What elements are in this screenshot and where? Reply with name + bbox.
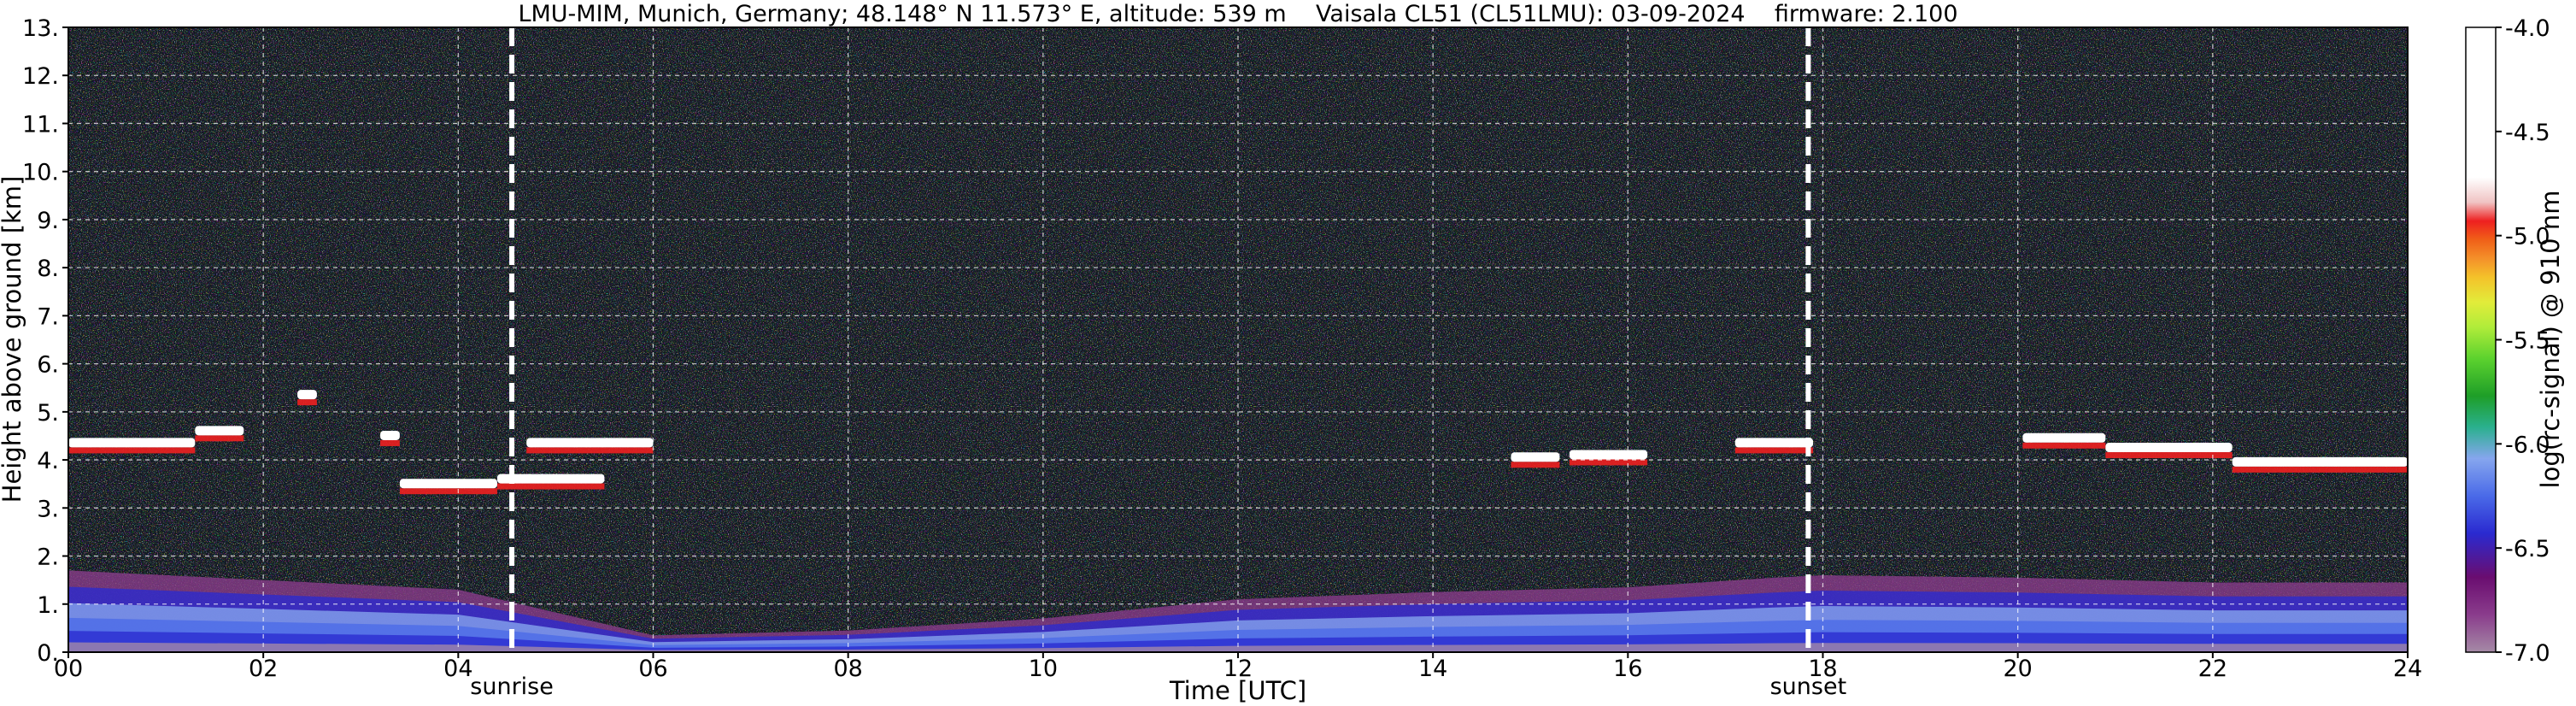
y-tick-label: 0. [37,640,59,667]
x-tick-label: 00 [54,656,83,682]
x-tick-label: 22 [2198,656,2227,682]
cloud-layer-edge [195,435,244,442]
cloud-layer [399,479,497,489]
colorbar-tick-label: -6.0 [2505,432,2550,458]
colorbar-scale [2465,26,2497,653]
cloud-layer-edge [297,399,317,406]
event-label-sunset: sunset [1770,674,1847,700]
cloud-layer-edge [2105,452,2233,459]
colorbar: -4.0 -4.5 -5.0 -5.5 -6.0 -6.5 -7.0 log(rc-sign… [2465,15,2565,667]
cloud-layer-edge [496,483,605,490]
cloud-layer [1511,452,1560,462]
colorbar-tick-label: -4.5 [2505,120,2550,146]
y-tick-label: 6. [37,352,59,379]
cloud-layers [68,390,2408,495]
y-tick-label: 9. [37,208,59,234]
cloud-layer-edge [1511,462,1560,468]
colorbar-label: log(rc-signal) @ 910 nm [2536,191,2565,489]
colorbar-tick-label: -4.0 [2505,15,2550,42]
colorbar-tick-label: -6.5 [2505,536,2550,562]
y-tick-label: 8. [37,256,59,282]
colorbar-tick-label: -5.5 [2505,328,2550,355]
y-tick-label: 1. [37,592,59,619]
cloud-layer [1569,450,1648,460]
y-axis-label: Height above ground [km] [0,176,26,503]
x-axis-label: Time [UTC] [1169,676,1306,705]
x-tick-label: 20 [2003,656,2032,682]
cloud-layer-edge [1734,447,1814,454]
y-axis-ticks: 0. 1. 2. 3. 4. 5. 6. 7. 8. 9. 10. 11. 12. 13. [22,15,68,667]
grid [68,27,2408,652]
colorbar-ticks: -4.0 -4.5 -5.0 -5.5 -6.0 -6.5 -7.0 [2496,15,2550,667]
cloud-layer-edge [68,447,196,454]
chart-title: LMU-MIM, Munich, Germany; 48.148° N 11.5… [518,1,1957,27]
cloud-layer-edge [526,447,654,454]
cloud-layer [297,390,317,400]
x-tick-label: 06 [638,656,667,682]
x-tick-label: 04 [443,656,472,682]
cloud-layer [2232,456,2408,467]
y-tick-label: 3. [37,496,59,522]
colorbar-tick-label: -5.0 [2505,224,2550,250]
x-tick-label: 10 [1029,656,1058,682]
y-tick-label: 11. [22,111,59,138]
cloud-layer [496,474,605,484]
cloud-layer [68,438,196,448]
cloud-layer-edge [1569,459,1648,466]
y-tick-label: 5. [37,400,59,427]
cloud-layer-edge [2022,442,2106,449]
y-tick-label: 7. [37,303,59,330]
y-tick-label: 12. [22,63,59,90]
colorbar-tick-label: -7.0 [2505,640,2550,667]
x-axis-ticks: 00 02 04 06 08 10 12 14 16 18 20 22 24 [54,652,2422,682]
event-label-sunrise: sunrise [470,674,554,700]
cloud-layer [2105,443,2233,453]
event-labels: sunrise sunset [470,674,1846,700]
x-tick-label: 14 [1418,656,1447,682]
cloud-layer [1734,438,1814,448]
y-tick-label: 4. [37,448,59,474]
cloud-layer-edge [2232,466,2408,473]
x-tick-label: 02 [249,656,278,682]
plot-area [68,27,2408,652]
cloud-layer [380,430,400,440]
event-lines [509,27,1811,652]
x-tick-label: 12 [1223,656,1253,682]
cloud-layer [195,426,244,436]
y-tick-label: 2. [37,544,59,571]
cloud-layer [2022,432,2106,443]
y-tick-label: 13. [22,15,59,42]
y-tick-label: 10. [22,160,59,186]
x-tick-label: 16 [1613,656,1642,682]
x-tick-label: 24 [2393,656,2422,682]
cloud-layer-edge [380,439,400,446]
cloud-layer [526,438,654,448]
cloud-layer-edge [399,488,497,495]
x-tick-label: 18 [1808,656,1837,682]
x-tick-label: 08 [833,656,862,682]
